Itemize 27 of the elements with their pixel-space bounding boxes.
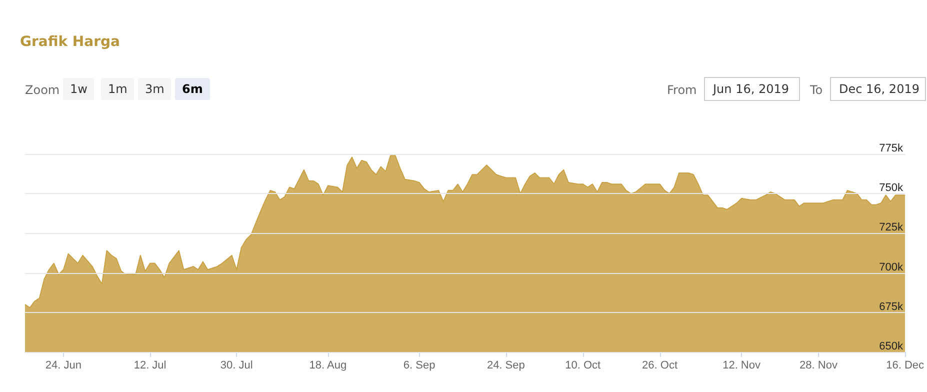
date-field: Dec 16, 2019 bbox=[830, 77, 926, 101]
text: Zoom bbox=[25, 82, 60, 99]
x-tick-label: 16. Dec bbox=[886, 360, 924, 372]
y-tick-label: 650k bbox=[879, 340, 904, 352]
zoom-button: 6m bbox=[175, 78, 210, 100]
zoom-button: 3m bbox=[138, 78, 172, 100]
y-tick-label: 775k bbox=[879, 142, 904, 154]
x-tick-label: 18. Aug bbox=[309, 360, 347, 372]
chart-title: Grafik Harga bbox=[20, 34, 120, 50]
x-tick-label: 28. Nov bbox=[800, 360, 838, 372]
y-tick-label: 750k bbox=[879, 182, 904, 194]
x-tick-label: 30. Jul bbox=[220, 360, 253, 372]
x-tick-label: 24. Jun bbox=[45, 360, 82, 372]
x-tick-label: 6. Sep bbox=[403, 360, 436, 372]
zoom-button: 1m bbox=[101, 78, 134, 100]
zoom-button: 1w bbox=[63, 78, 94, 100]
x-tick-label: 12. Nov bbox=[722, 360, 761, 372]
text: To bbox=[810, 82, 823, 99]
y-tick-label: 675k bbox=[879, 300, 904, 313]
x-tick-label: 26. Oct bbox=[642, 360, 678, 372]
y-tick-label: 700k bbox=[879, 261, 904, 274]
y-tick-label: 725k bbox=[879, 222, 904, 234]
date-field: Jun 16, 2019 bbox=[704, 77, 800, 101]
text: From bbox=[667, 82, 697, 99]
x-tick-label: 24. Sep bbox=[486, 360, 525, 372]
x-tick-label: 10. Oct bbox=[565, 360, 601, 372]
x-tick-label: 12. Jul bbox=[134, 360, 166, 372]
